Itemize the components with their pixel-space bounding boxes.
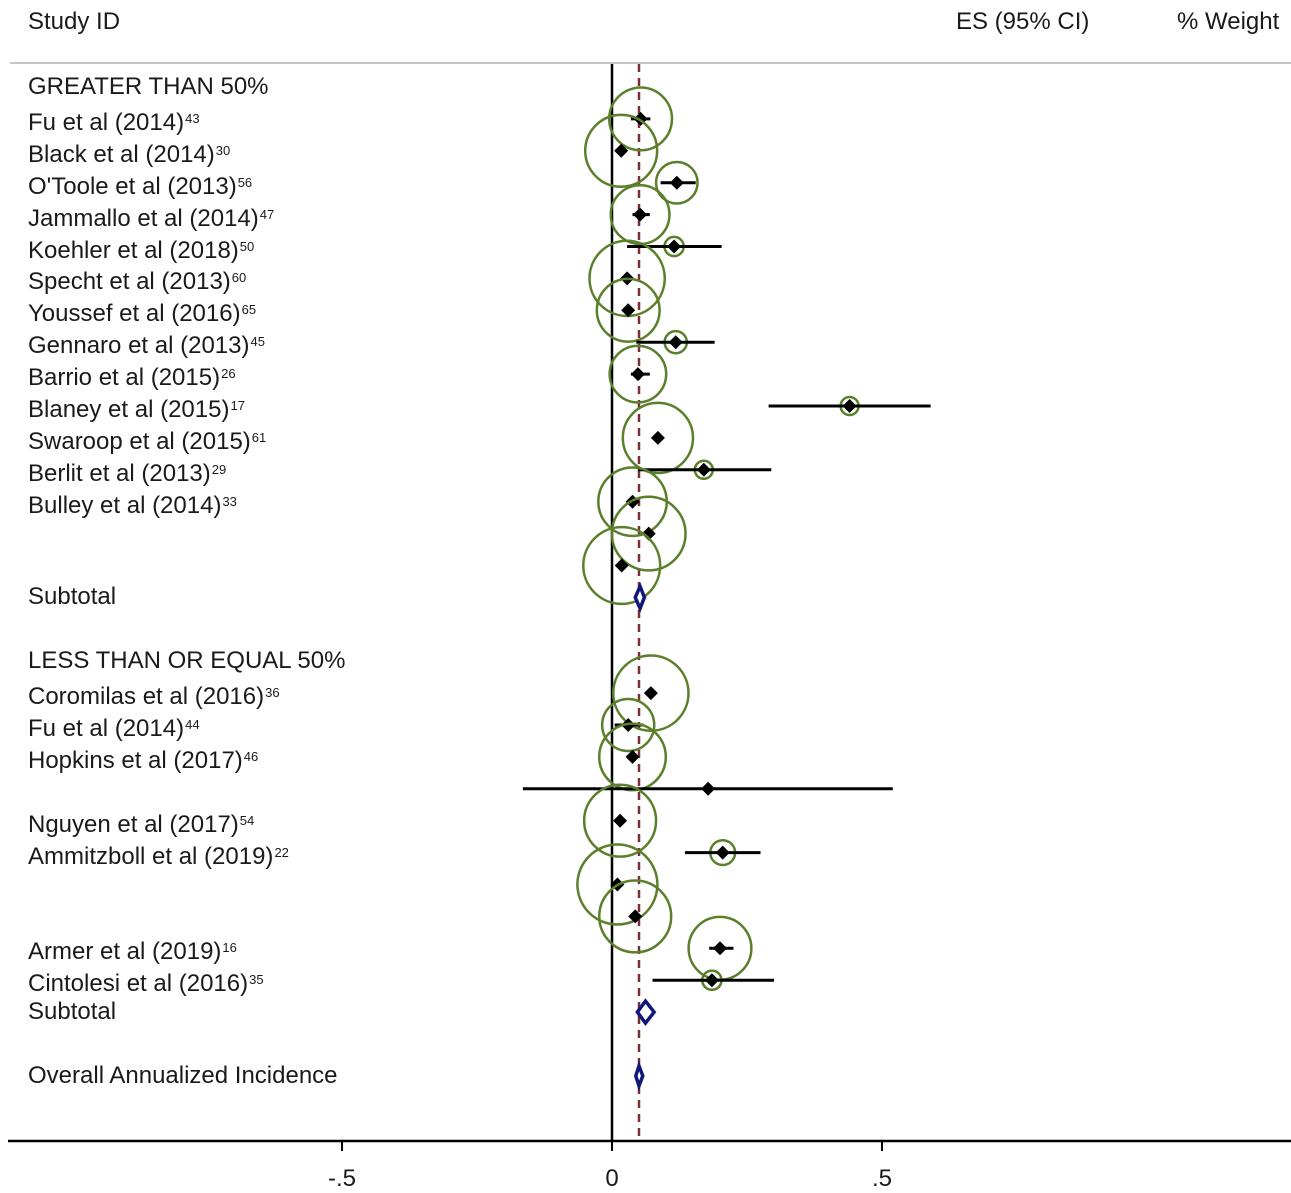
effect-marker xyxy=(701,781,716,796)
effect-marker xyxy=(713,941,727,956)
study-reference: 46 xyxy=(243,748,259,764)
study-label: Armer et al (2019)16 xyxy=(28,938,237,966)
weight-circle xyxy=(582,783,658,858)
study-reference: 30 xyxy=(215,142,231,158)
study-reference: 65 xyxy=(241,302,257,318)
weight-circle xyxy=(607,86,674,152)
study-reference: 43 xyxy=(185,110,200,126)
effect-marker xyxy=(650,430,665,445)
effect-marker xyxy=(668,335,683,350)
study-reference: 61 xyxy=(251,429,267,445)
weight-circle xyxy=(654,160,699,205)
x-tick-label: .5 xyxy=(872,1165,892,1192)
effect-marker xyxy=(613,813,628,828)
weight-circle xyxy=(608,344,668,404)
study-label: Blaney et al (2015)17 xyxy=(28,396,245,423)
effect-marker xyxy=(669,175,684,190)
weight-circle xyxy=(621,401,695,475)
study-label: Bulley et al (2014)33 xyxy=(28,491,237,519)
subtotal-label: Subtotal xyxy=(28,998,117,1026)
weight-circle xyxy=(595,277,661,343)
weight-circle xyxy=(582,525,662,606)
study-reference: 50 xyxy=(239,238,255,254)
effect-marker xyxy=(625,749,640,764)
group-heading: LESS THAN OR EQUAL 50% xyxy=(28,647,346,675)
study-label: Hopkins et al (2017)46 xyxy=(28,746,259,774)
study-label: Fu et al (2014)43 xyxy=(28,108,200,136)
header-weight: % Weight xyxy=(1177,8,1280,35)
weight-circle xyxy=(576,843,659,926)
study-reference: 17 xyxy=(230,398,245,413)
effect-marker xyxy=(667,239,682,254)
effect-marker xyxy=(641,526,656,541)
study-reference: 35 xyxy=(249,972,264,988)
study-label: O'Toole et al (2013)56 xyxy=(28,172,253,200)
overall-label: Overall Annualized Incidence xyxy=(28,1061,338,1089)
overall-diamond xyxy=(633,1060,645,1092)
header-divider xyxy=(10,62,1291,64)
study-reference: 33 xyxy=(222,493,237,509)
study-label: Nguyen et al (2017)54 xyxy=(28,810,255,838)
effect-marker xyxy=(704,973,719,988)
subtotal-diamond xyxy=(635,998,657,1026)
study-reference: 54 xyxy=(239,812,255,828)
study-label: Swaroop et al (2015)61 xyxy=(28,427,267,455)
study-label: Youssef et al (2016)65 xyxy=(28,300,257,328)
effect-marker xyxy=(715,845,730,860)
study-label: Gennaro et al (2013)45 xyxy=(28,332,265,360)
study-label: Ammitzboll et al (2019)22 xyxy=(28,842,289,870)
effect-marker xyxy=(621,303,636,318)
study-label: Black et al (2014)30 xyxy=(28,140,231,168)
header-study-id: Study ID xyxy=(28,8,121,35)
study-reference: 44 xyxy=(185,717,200,732)
effect-marker xyxy=(696,462,711,477)
study-reference: 16 xyxy=(222,940,237,956)
effect-marker xyxy=(633,207,648,222)
x-tick-label: 0 xyxy=(605,1165,618,1192)
effect-marker xyxy=(842,399,857,413)
study-reference: 26 xyxy=(221,366,236,382)
weight-circle xyxy=(600,697,656,753)
study-label: Coromilas et al (2016)36 xyxy=(28,683,280,711)
weight-circle xyxy=(612,654,690,732)
study-label: Fu et al (2014)44 xyxy=(28,715,200,742)
x-tick-label: -.5 xyxy=(328,1165,356,1192)
study-label-column: GREATER THAN 50% Fu et al (2014)43 Black e… xyxy=(0,0,560,1193)
effect-marker xyxy=(628,909,643,924)
study-reference: 60 xyxy=(231,270,247,286)
study-reference: 22 xyxy=(274,844,289,860)
study-reference: 29 xyxy=(211,461,227,477)
effect-marker xyxy=(630,367,645,382)
effect-marker xyxy=(643,686,658,701)
study-label: Jammallo et al (2014)47 xyxy=(28,204,275,232)
weight-circle xyxy=(583,113,659,188)
study-label: Barrio et al (2015)26 xyxy=(28,364,236,392)
study-reference: 47 xyxy=(259,206,275,222)
study-label: Koehler et al (2018)50 xyxy=(28,236,255,264)
study-reference: 56 xyxy=(237,174,253,190)
study-label: Berlit et al (2013)29 xyxy=(28,459,227,487)
header-es-ci: ES (95% CI) xyxy=(956,8,1090,35)
study-reference: 45 xyxy=(250,334,265,350)
effect-marker xyxy=(614,143,629,158)
group-heading: GREATER THAN 50% xyxy=(28,73,269,100)
weight-circle xyxy=(610,495,687,572)
subtotal-label: Subtotal xyxy=(28,583,117,611)
study-label: Specht et al (2013)60 xyxy=(28,268,247,296)
weight-circle xyxy=(598,879,673,954)
study-label: Cintolesi et al (2016)35 xyxy=(28,970,264,998)
study-reference: 36 xyxy=(265,685,280,701)
effect-marker xyxy=(614,558,629,573)
subtotal-diamond xyxy=(633,581,647,613)
